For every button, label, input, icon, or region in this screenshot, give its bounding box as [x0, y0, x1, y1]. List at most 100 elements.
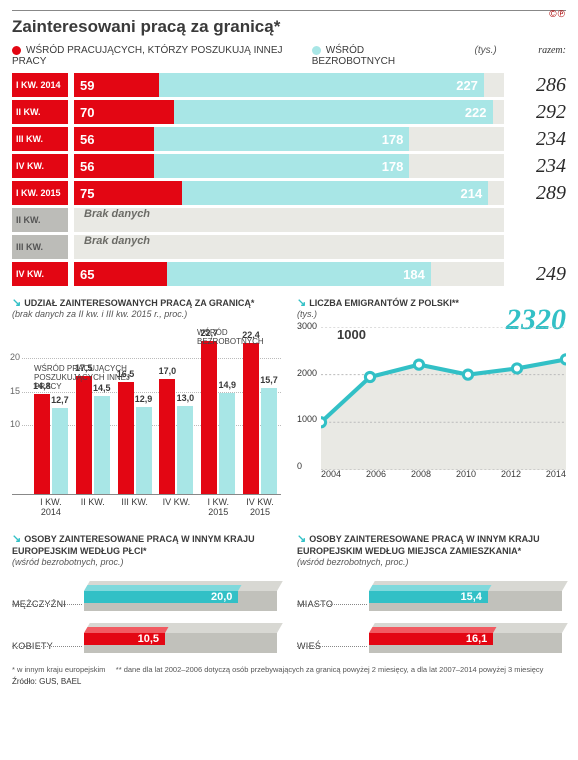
line-ytick: 0	[297, 461, 302, 471]
arrow-icon: ↘	[297, 533, 306, 545]
stacked-red-seg: 65	[74, 262, 167, 286]
nodata-label: Brak danych	[74, 235, 504, 247]
bar-value: 10,5	[84, 633, 165, 645]
row-sum: 234	[510, 128, 566, 151]
bottom-right-panel: ↘OSOBY ZAINTERESOWANE PRACĄ W INNYM KRAJ…	[297, 532, 566, 657]
bar: 15,7	[261, 388, 277, 494]
quarter-label: III KW.	[12, 127, 68, 151]
grouped-sub: (brak danych za II kw. i III kw. 2015 r.…	[12, 309, 281, 319]
stacked-row: I KW. 201521475289	[12, 181, 566, 205]
bar-track: 18465	[74, 262, 504, 286]
legend-cyan-label: WŚRÓD BEZROBOTNYCH	[312, 45, 395, 67]
bottom-right-bars: MIASTO15,4 WIEŚ16,1	[297, 573, 566, 653]
bar-value: 12,7	[51, 395, 69, 405]
line-title: LICZBA EMIGRANTÓW Z POLSKI**	[309, 298, 459, 308]
stacked-row: IV KW.17856 234	[12, 154, 566, 178]
grouped-bar-panel: ↘UDZIAŁ ZAINTERESOWANYCH PRACĄ ZA GRANIC…	[12, 296, 281, 518]
bar: 17,0	[159, 379, 175, 494]
legend-red-label: WŚRÓD PRACUJĄCYCH, KTÓRZY POSZUKUJĄ INNE…	[12, 45, 283, 67]
line-x-label: 2010	[456, 469, 476, 479]
stacked-cyan-seg: 178	[154, 154, 409, 178]
grouped-bars-area: 201510 14,812,717,514,516,512,917,013,02…	[12, 325, 281, 495]
dot-red	[12, 46, 21, 55]
stacked-cyan-seg: 227	[159, 73, 484, 97]
row-sum: 249	[510, 263, 566, 286]
line-x-label: 2004	[321, 469, 341, 479]
arrow-icon: ↘	[297, 297, 306, 309]
bottom-bar-row: KOBIETY10,5	[12, 615, 281, 653]
stacked-row: III KW.Brak danych	[12, 235, 566, 259]
line-ytick: 1000	[297, 414, 317, 424]
arrow-icon: ↘	[12, 297, 21, 309]
platform: 10,5	[84, 623, 277, 653]
x-label: III KW.	[114, 498, 156, 518]
stacked-cyan-seg: 214	[182, 181, 489, 205]
copyright-mark: ©℗	[549, 9, 566, 20]
bar-track: 17856	[74, 127, 504, 151]
bottom-bar-row: MIASTO15,4	[297, 573, 566, 611]
grouped-note-right: WŚRÓD BEZROBOTNYCH	[197, 329, 277, 347]
footnote-b: ** dane dla lat 2002–2006 dotyczą osób p…	[116, 665, 544, 674]
infographic-root: ©℗ Zainteresowani pracą za granicą* WŚRÓ…	[0, 0, 578, 696]
bar-value: 17,0	[159, 366, 177, 376]
bar-value: 13,0	[177, 393, 195, 403]
bar-track: 21475	[74, 181, 504, 205]
x-label: IV KW.2015	[239, 498, 281, 518]
bar: 14,8	[34, 394, 50, 494]
bottom-left-bars: MĘŻCZYŹNI20,0 KOBIETY10,5	[12, 573, 281, 653]
value-bar: 15,4	[369, 585, 488, 603]
source-line: Źródło: GUS, BAEL	[12, 677, 566, 686]
bar-value: 16,1	[369, 633, 493, 645]
platform: 15,4	[369, 581, 562, 611]
line-sub: (tys.)	[297, 309, 317, 319]
line-chart-area: (tys.) 2320 1000 20042006200820102012201…	[297, 309, 566, 479]
line-x-label: 2014	[546, 469, 566, 479]
row-sum: 234	[510, 155, 566, 178]
footnote-a: * w innym kraju europejskim	[12, 665, 105, 674]
quarter-label: IV KW.	[12, 154, 68, 178]
quarter-label: II KW.	[12, 208, 68, 232]
bar: 13,0	[177, 406, 193, 494]
legend-tys: (tys.)	[475, 45, 497, 56]
footnotes: * w innym kraju europejskim ** dane dla …	[12, 665, 566, 675]
x-label: I KW.2015	[197, 498, 239, 518]
stacked-row: III KW.17856 234	[12, 127, 566, 151]
row-sum: 286	[510, 74, 566, 97]
stacked-row: IV KW.18465249	[12, 262, 566, 286]
stacked-bars: I KW. 201422759286II KW.22270292III KW.1…	[12, 73, 566, 286]
bar-value: 15,7	[260, 375, 278, 385]
bar: 14,9	[219, 393, 235, 494]
stacked-cyan-seg: 184	[167, 262, 431, 286]
bar-track: 17856	[74, 154, 504, 178]
bar: 17,5	[76, 376, 92, 494]
stacked-row: II KW.Brak danych	[12, 208, 566, 232]
line-x-label: 2012	[501, 469, 521, 479]
bottom-bar-row: MĘŻCZYŹNI20,0	[12, 573, 281, 611]
quarter-label: I KW. 2015	[12, 181, 68, 205]
row-sum: 289	[510, 182, 566, 205]
bar-track: Brak danych	[74, 235, 504, 259]
x-label: II KW.	[72, 498, 114, 518]
value-bar: 20,0	[84, 585, 238, 603]
stacked-red-seg: 75	[74, 181, 182, 205]
bar-group: 17,514,5	[72, 325, 114, 494]
value-bar: 16,1	[369, 627, 493, 645]
bar-track: 22270	[74, 100, 504, 124]
bottom-left-sub: (wśród bezrobotnych, proc.)	[12, 557, 281, 567]
bar-group: 22,714,9	[197, 325, 239, 494]
legend-top: WŚRÓD PRACUJĄCYCH, KTÓRZY POSZUKUJĄ INNE…	[12, 45, 566, 67]
legend-item-cyan: WŚRÓD BEZROBOTNYCH	[312, 45, 439, 67]
bar: 22,7	[201, 341, 217, 494]
line-ytick: 2000	[297, 368, 317, 378]
grouped-note-left: WŚRÓD PRACUJĄCYCH POSZUKUJĄCYCH INNEJ PR…	[34, 365, 144, 391]
platform: 16,1	[369, 623, 562, 653]
bottom-right-sub: (wśród bezrobotnych, proc.)	[297, 557, 566, 567]
bar-group: 14,812,7	[30, 325, 72, 494]
bar-track: 22759	[74, 73, 504, 97]
legend-razem: razem:	[515, 45, 566, 56]
bottom-bar-row: WIEŚ16,1	[297, 615, 566, 653]
bottom-left-panel: ↘OSOBY ZAINTERESOWANE PRACĄ W INNYM KRAJ…	[12, 532, 281, 657]
page-title: Zainteresowani pracą za granicą*	[12, 17, 566, 37]
bar: 12,7	[52, 408, 68, 494]
bar: 14,5	[94, 396, 110, 494]
